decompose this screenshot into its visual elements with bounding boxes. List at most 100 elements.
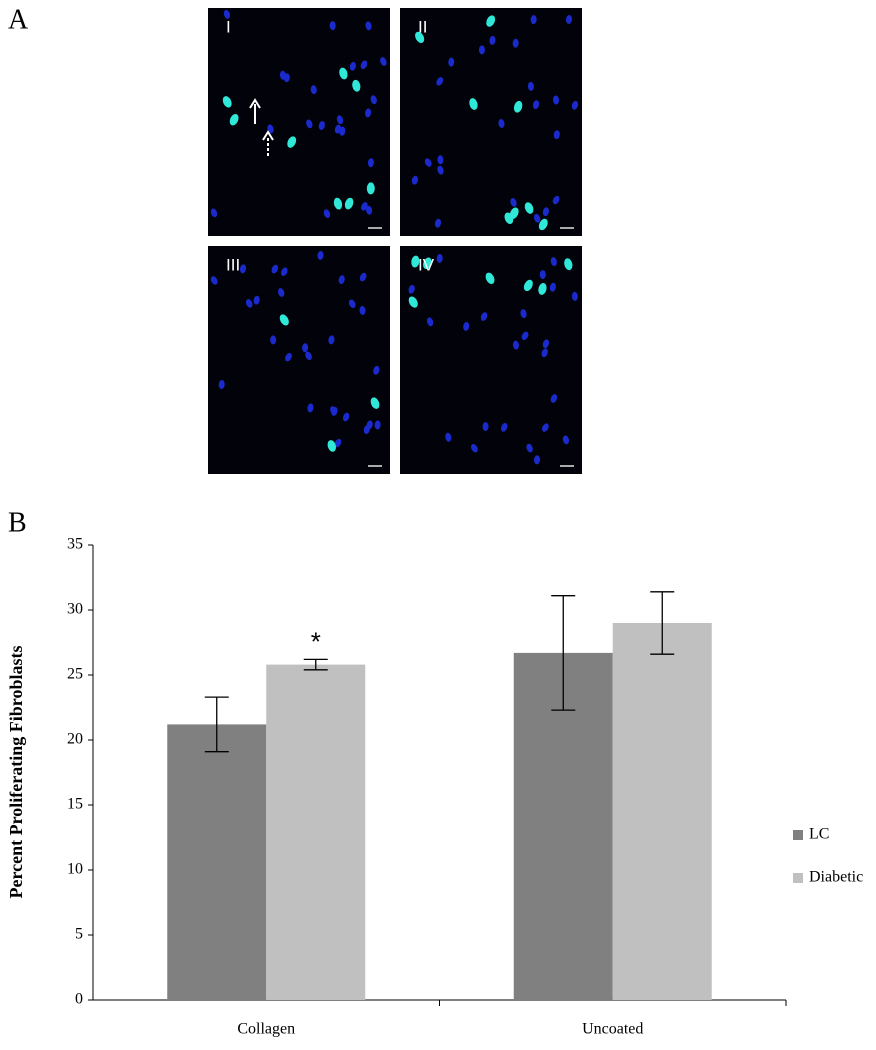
legend-swatch — [793, 873, 803, 883]
nucleus — [348, 299, 356, 308]
nucleus — [448, 57, 455, 67]
nucleus — [523, 279, 533, 292]
nucleus — [521, 331, 529, 341]
image-label: IV — [418, 255, 435, 274]
panel-label: B — [8, 507, 27, 538]
nucleus — [330, 406, 337, 415]
nucleus — [338, 275, 345, 285]
nucleus — [253, 295, 260, 305]
nucleus — [218, 379, 225, 389]
nucleus — [527, 81, 534, 91]
nucleus — [426, 317, 434, 327]
nucleus — [374, 420, 381, 430]
nucleus — [408, 296, 418, 308]
nucleus — [524, 202, 534, 214]
nucleus — [408, 284, 415, 294]
nucleus — [500, 423, 508, 432]
nucleus — [486, 15, 496, 27]
y-tick-label: 15 — [67, 796, 83, 813]
y-tick-label: 0 — [75, 991, 83, 1008]
nucleus — [279, 70, 286, 80]
nucleus — [434, 218, 442, 228]
nucleus — [512, 340, 519, 350]
nucleus — [437, 165, 444, 175]
nucleus — [423, 257, 432, 270]
nucleus — [239, 264, 247, 274]
bar — [266, 664, 366, 1000]
nucleus — [222, 96, 232, 108]
nucleus — [571, 291, 578, 301]
y-tick-label: 30 — [67, 601, 83, 618]
nucleus — [533, 213, 541, 223]
nucleus — [359, 272, 367, 282]
x-tick-label: Uncoated — [582, 1021, 643, 1038]
nucleus — [352, 79, 361, 92]
nucleus — [469, 98, 478, 110]
y-tick-label: 25 — [67, 666, 83, 683]
legend-label: LC — [809, 826, 829, 843]
nucleus — [365, 21, 372, 31]
nucleus — [542, 207, 549, 217]
nucleus — [478, 45, 485, 55]
nucleus — [318, 121, 325, 130]
y-axis-title: Percent Proliferating Fibroblasts — [6, 646, 26, 899]
nucleus — [526, 443, 533, 453]
nucleus — [565, 14, 573, 24]
nucleus — [271, 264, 279, 274]
nucleus — [367, 158, 374, 168]
nucleus — [532, 100, 540, 110]
nucleus — [373, 365, 380, 375]
nucleus — [553, 130, 560, 140]
nucleus — [306, 119, 313, 129]
micrograph — [208, 8, 390, 236]
nucleus — [513, 100, 523, 113]
nucleus — [411, 175, 418, 185]
nucleus — [278, 288, 285, 297]
image-label: II — [418, 17, 427, 36]
nucleus — [359, 305, 366, 315]
nucleus — [520, 309, 527, 319]
nucleus — [550, 394, 558, 403]
nucleus — [365, 108, 372, 118]
nucleus — [552, 195, 560, 205]
nucleus — [323, 209, 331, 219]
nucleus — [538, 218, 548, 231]
y-tick-label: 10 — [67, 861, 83, 878]
nucleus — [336, 115, 344, 125]
nucleus — [279, 314, 289, 326]
arrow-head — [249, 98, 261, 109]
micrograph — [208, 246, 390, 474]
nucleus — [327, 440, 337, 452]
nucleus — [482, 422, 489, 432]
nucleus — [562, 435, 570, 445]
nucleus — [287, 136, 297, 148]
nucleus — [485, 272, 495, 285]
nucleus — [229, 113, 239, 126]
nucleus — [489, 35, 496, 45]
arrow-head — [262, 130, 274, 141]
nucleus — [365, 205, 373, 215]
nucleus — [415, 31, 425, 43]
nucleus — [504, 212, 514, 225]
nucleus — [210, 208, 218, 218]
nucleus — [370, 95, 377, 105]
nucleus — [512, 38, 519, 48]
nucleus — [360, 60, 368, 70]
nucleus — [549, 282, 556, 292]
legend-swatch — [793, 830, 803, 840]
panel-label: A — [8, 4, 29, 35]
nucleus — [564, 258, 573, 271]
annotation: * — [311, 626, 321, 656]
nucleus — [285, 352, 292, 362]
nucleus — [223, 9, 231, 19]
nucleus — [541, 423, 549, 432]
micrograph — [400, 8, 582, 236]
legend-label: Diabetic — [809, 869, 863, 886]
nucleus — [333, 197, 343, 210]
nucleus — [539, 270, 546, 280]
bar — [167, 724, 267, 1000]
nucleus — [470, 443, 478, 453]
